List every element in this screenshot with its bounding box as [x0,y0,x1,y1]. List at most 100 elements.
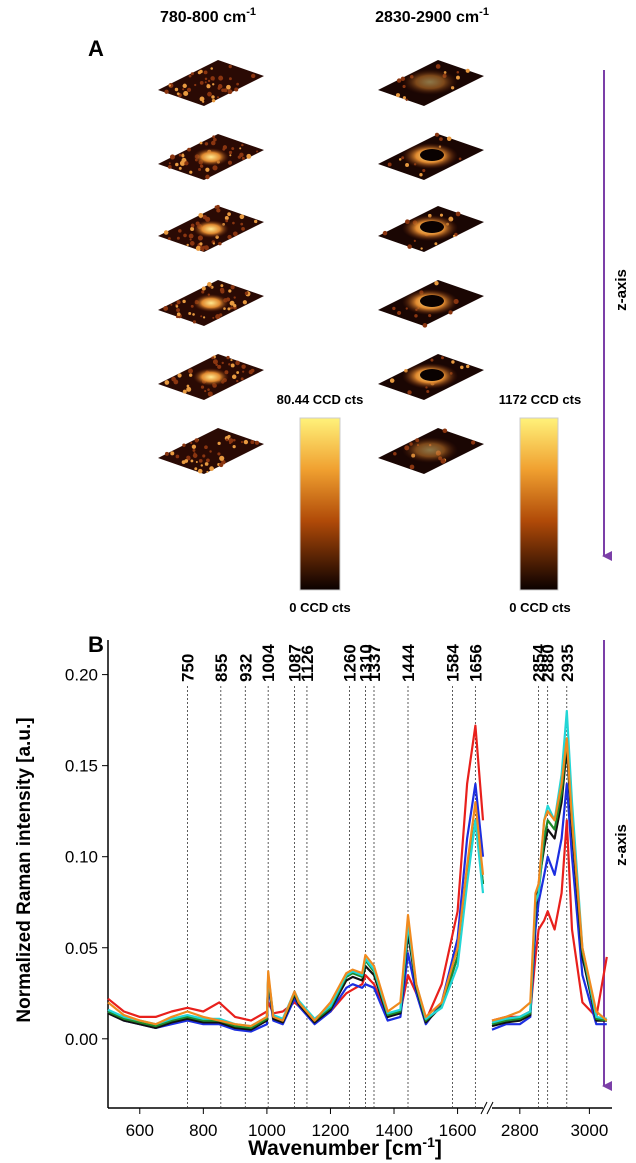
map-speck [198,213,204,218]
x-tick-label: 800 [189,1121,217,1140]
surface-map [378,132,484,180]
map-speck [202,454,206,458]
map-speck [242,300,247,305]
map-speck [227,307,231,311]
map-speck [182,88,185,91]
map-speck [215,363,218,367]
map-speck [168,162,171,165]
z-axis-label: z-axis [613,824,630,866]
peak-label: 1444 [399,644,418,682]
map-speck [422,168,426,173]
map-speck [210,140,216,146]
map-speck [195,460,198,463]
map-speck [246,153,252,159]
map-speck [212,242,215,245]
map-speck [182,83,187,89]
map-speck [240,377,244,381]
map-speck [230,285,235,290]
map-speck [207,282,212,287]
map-plane [158,60,264,106]
map-speck [209,466,214,471]
y-tick-label: 0.00 [65,1030,98,1049]
spectrum-line [107,737,608,1028]
map-speck [228,64,232,69]
map-speck [233,303,237,308]
map-speck [242,370,245,373]
map-speck [176,308,180,313]
map-speck [178,166,182,170]
map-speck [204,81,207,84]
map-speck [182,299,186,304]
y-axis-title: Normalized Raman intensity [a.u.] [14,717,35,1022]
map-speck [217,441,221,446]
map-speck [230,363,235,368]
map-speck [456,71,460,74]
map-speck [228,363,231,366]
map-speck [221,459,226,465]
map-speck [200,464,203,467]
map-speck [192,313,195,316]
peak-label: 1004 [259,644,278,682]
map-speck [212,83,215,86]
map-speck [219,287,225,293]
map-speck [227,89,233,95]
map-speck [398,158,402,161]
map-speck [210,67,213,70]
map-speck [186,386,192,392]
map-speck [186,384,190,388]
map-speck [232,221,235,225]
map-speck [460,365,464,370]
map-speck [455,211,461,217]
peak-label: 2854 [530,644,549,682]
map-speck [201,248,205,252]
map-speck [233,296,236,299]
map-hole [420,149,444,161]
map-speck [393,451,397,456]
map-speck [465,68,470,73]
map-speck [204,462,209,466]
column-title-text: 780-800 cm [160,9,246,26]
map-speck [195,245,201,251]
map-speck [228,289,232,293]
map-speck [174,87,179,92]
map-speck [236,82,239,86]
map-peak [193,294,229,312]
map-speck [256,150,259,153]
map-speck [228,150,233,155]
x-axis-title-text: Wavenumber [cm [248,1137,422,1160]
map-speck [188,312,192,315]
map-speck [209,286,212,289]
map-speck [419,173,423,177]
surface-map [158,204,264,252]
peak-label: 855 [212,654,231,682]
map-speck [241,143,244,147]
map-speck [211,356,215,360]
surface-map [378,60,484,106]
map-speck [223,88,228,93]
map-speck [171,376,176,382]
map-speck [439,137,443,141]
z-axis-label: z-axis [613,269,630,311]
map-speck [190,304,194,308]
map-speck [203,70,208,75]
map-speck [178,229,182,233]
map-speck [430,358,434,362]
map-speck [207,79,211,83]
map-ring [402,437,458,463]
map-speck [175,305,179,308]
map-speck [250,440,255,445]
map-speck [420,247,423,250]
map-speck [203,316,206,319]
map-speck [217,84,223,89]
map-speck [254,440,260,445]
peak-label: 1126 [298,645,317,682]
map-speck [186,455,191,460]
surface-map [378,280,484,328]
map-speck [164,380,170,385]
column-title-text: 2830-2900 cm [375,9,479,26]
map-speck [170,451,175,456]
map-speck [215,314,221,320]
map-speck [240,222,244,226]
map-speck [190,72,194,76]
map-speck [226,355,230,360]
